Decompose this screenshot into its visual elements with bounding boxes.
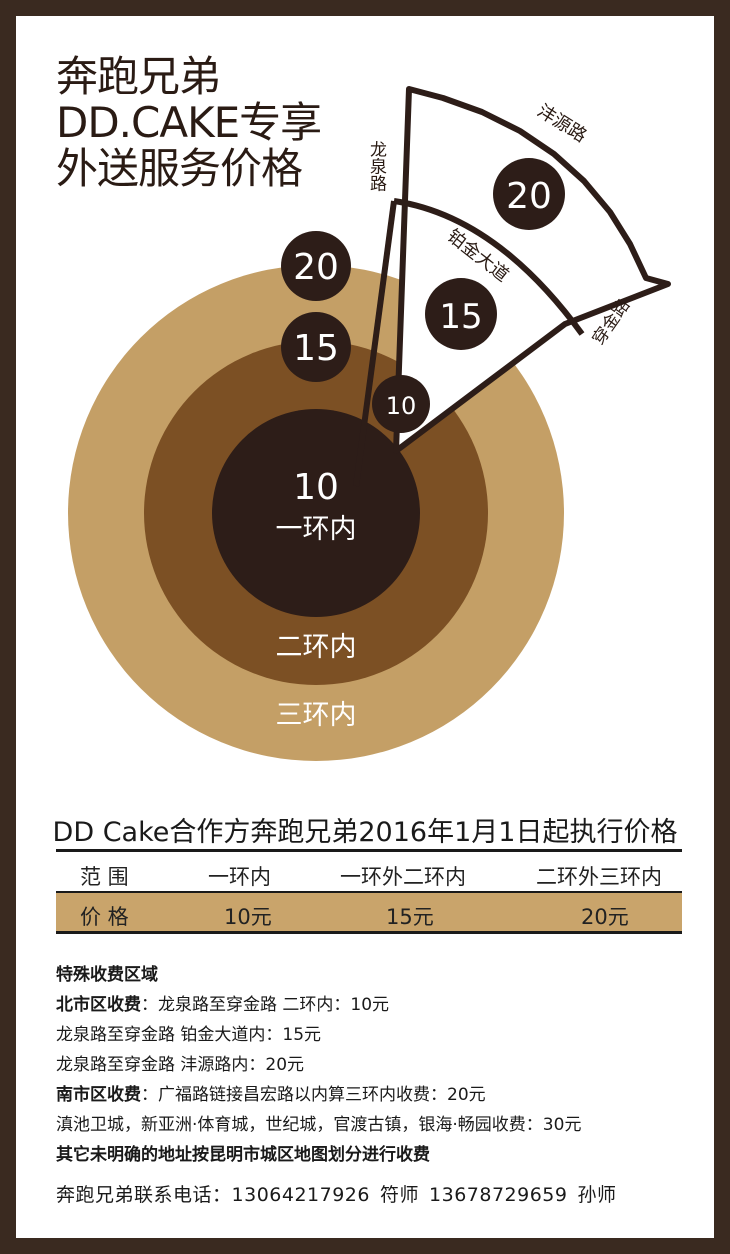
- north-sector-zone: [393, 86, 671, 454]
- south-fee-label: 南市区收费: [56, 1085, 141, 1105]
- contact-label: 奔跑兄弟联系电话：: [56, 1184, 232, 1206]
- sector-middle-price-badge: [425, 278, 497, 350]
- inner-ring-zone: [212, 409, 420, 617]
- north-fee-label: 北市区收费: [56, 995, 141, 1015]
- other-fee-note: 其它未明确的地址按昆明市城区地图划分进行收费: [56, 1145, 430, 1165]
- contact-name-2: 孙师: [577, 1184, 617, 1206]
- outer-ring-price: 20: [293, 247, 339, 288]
- north-fee-line: 龙泉路至穿金路 铂金大道内：15元: [56, 1025, 322, 1045]
- table-price-cell: 15元: [386, 905, 434, 929]
- sector-middle-price: 15: [439, 297, 482, 337]
- title-line: 外送服务价格: [56, 144, 303, 193]
- table-price-cell: 20元: [581, 905, 629, 929]
- table-bottom-rule: [56, 931, 682, 934]
- title-line: 奔跑兄弟: [56, 52, 221, 101]
- table-header-cell: 一环内: [208, 865, 271, 889]
- outer-ring-price-badge: [281, 231, 351, 301]
- longquan-road-label: 龙泉路: [366, 140, 387, 191]
- table-header-cell: 一环外二环内: [340, 865, 466, 889]
- price-table-headline: DD Cake合作方奔跑兄弟2016年1月1日起执行价格: [52, 817, 678, 848]
- delivery-zone-diagram: 龙泉路 沣源路 铂金大道 穿金路 20 15 10 20 15 10 一环内 二…: [68, 86, 671, 761]
- contact-line: 奔跑兄弟联系电话：13064217926 符师 13678729659 孙师: [56, 1180, 627, 1207]
- sector-outer-price-badge: [493, 158, 565, 230]
- title-line: DD.CAKE专享: [56, 98, 322, 147]
- middle-ring-price-badge: [281, 312, 351, 382]
- table-header-cell: 二环外三环内: [536, 865, 662, 889]
- sector-inner-price-badge: [372, 375, 430, 433]
- middle-ring-label: 二环内: [276, 632, 357, 663]
- bojin-road-line: [393, 198, 585, 336]
- table-price-cell: 价 格: [80, 905, 129, 929]
- inner-ring-label: 一环内: [276, 514, 357, 545]
- south-fee-text: ：广福路链接昌宏路以内算三环内收费：20元: [141, 1085, 486, 1105]
- inner-ring-price: 10: [293, 467, 339, 508]
- north-fee-line: 北市区收费：龙泉路至穿金路 二环内：10元: [56, 990, 581, 1020]
- poster-title: 奔跑兄弟 DD.CAKE专享 外送服务价格: [56, 52, 322, 193]
- fengyuan-road-label: 沣源路: [533, 100, 590, 146]
- outer-ring-label: 三环内: [276, 700, 357, 731]
- table-price-row: 价 格 10元 15元 20元: [56, 893, 682, 931]
- special-fee-title: 特殊收费区域: [56, 965, 158, 985]
- longquan-road-line: [353, 200, 397, 487]
- middle-ring-price: 15: [293, 328, 339, 369]
- contact-phone-1[interactable]: 13064217926: [231, 1184, 370, 1206]
- table-header-row: 范 围 一环内 一环外二环内 二环外三环内: [56, 853, 682, 891]
- south-fee-line: 滇池卫城，新亚洲·体育城，世纪城，官渡古镇，银海·畅园收费：30元: [56, 1115, 582, 1135]
- price-poster: 龙泉路 沣源路 铂金大道 穿金路 20 15 10 20 15 10 一环内 二…: [16, 16, 714, 1238]
- sector-outer-price: 20: [506, 176, 552, 217]
- north-fee-line: 龙泉路至穿金路 沣源路内：20元: [56, 1055, 305, 1075]
- table-top-rule: [56, 849, 682, 852]
- special-fee-notes: 特殊收费区域 北市区收费：龙泉路至穿金路 二环内：10元 龙泉路至穿金路 铂金大…: [56, 960, 581, 1170]
- table-header-cell: 范 围: [80, 865, 129, 889]
- contact-name-1: 符师: [380, 1184, 420, 1206]
- north-fee-text: ：龙泉路至穿金路 二环内：10元: [141, 995, 390, 1015]
- south-fee-line: 南市区收费：广福路链接昌宏路以内算三环内收费：20元: [56, 1080, 581, 1110]
- table-mid-rule: [56, 891, 682, 893]
- contact-phone-2[interactable]: 13678729659: [429, 1184, 568, 1206]
- sector-inner-price: 10: [386, 392, 417, 420]
- table-price-cell: 10元: [224, 905, 272, 929]
